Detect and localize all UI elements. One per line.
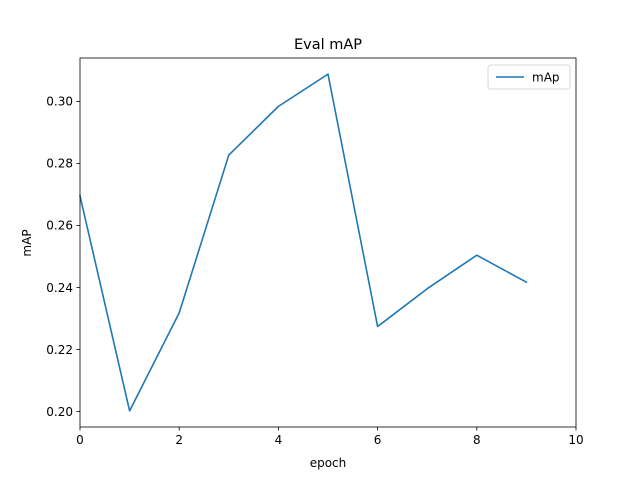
x-tick-label: 0	[76, 433, 84, 447]
legend-box	[487, 64, 571, 90]
x-tick-label: 2	[175, 433, 183, 447]
x-axis-label: epoch	[310, 456, 347, 470]
chart-title: Eval mAP	[294, 37, 362, 53]
x-axis: 0 2 4 6 8 10	[76, 427, 584, 447]
y-axis-label: mAP	[20, 229, 34, 256]
x-tick-label: 6	[374, 433, 382, 447]
x-tick-label: 8	[473, 433, 481, 447]
legend: mAp	[487, 64, 571, 90]
legend-entry: mAp	[532, 70, 560, 84]
y-tick-label: 0.30	[46, 95, 73, 109]
y-tick-label: 0.20	[46, 405, 73, 419]
series-line-0	[79, 73, 528, 412]
series-layer	[79, 73, 528, 412]
x-tick-label: 4	[275, 433, 283, 447]
plot-area	[79, 57, 577, 428]
plot-frame	[79, 57, 577, 428]
y-axis: 0.20 0.22 0.24 0.26 0.28 0.30	[46, 95, 80, 419]
y-tick-label: 0.24	[46, 281, 73, 295]
x-tick-label: 10	[568, 433, 583, 447]
y-tick-label: 0.26	[46, 219, 73, 233]
y-tick-label: 0.22	[46, 343, 73, 357]
y-tick-label: 0.28	[46, 157, 73, 171]
